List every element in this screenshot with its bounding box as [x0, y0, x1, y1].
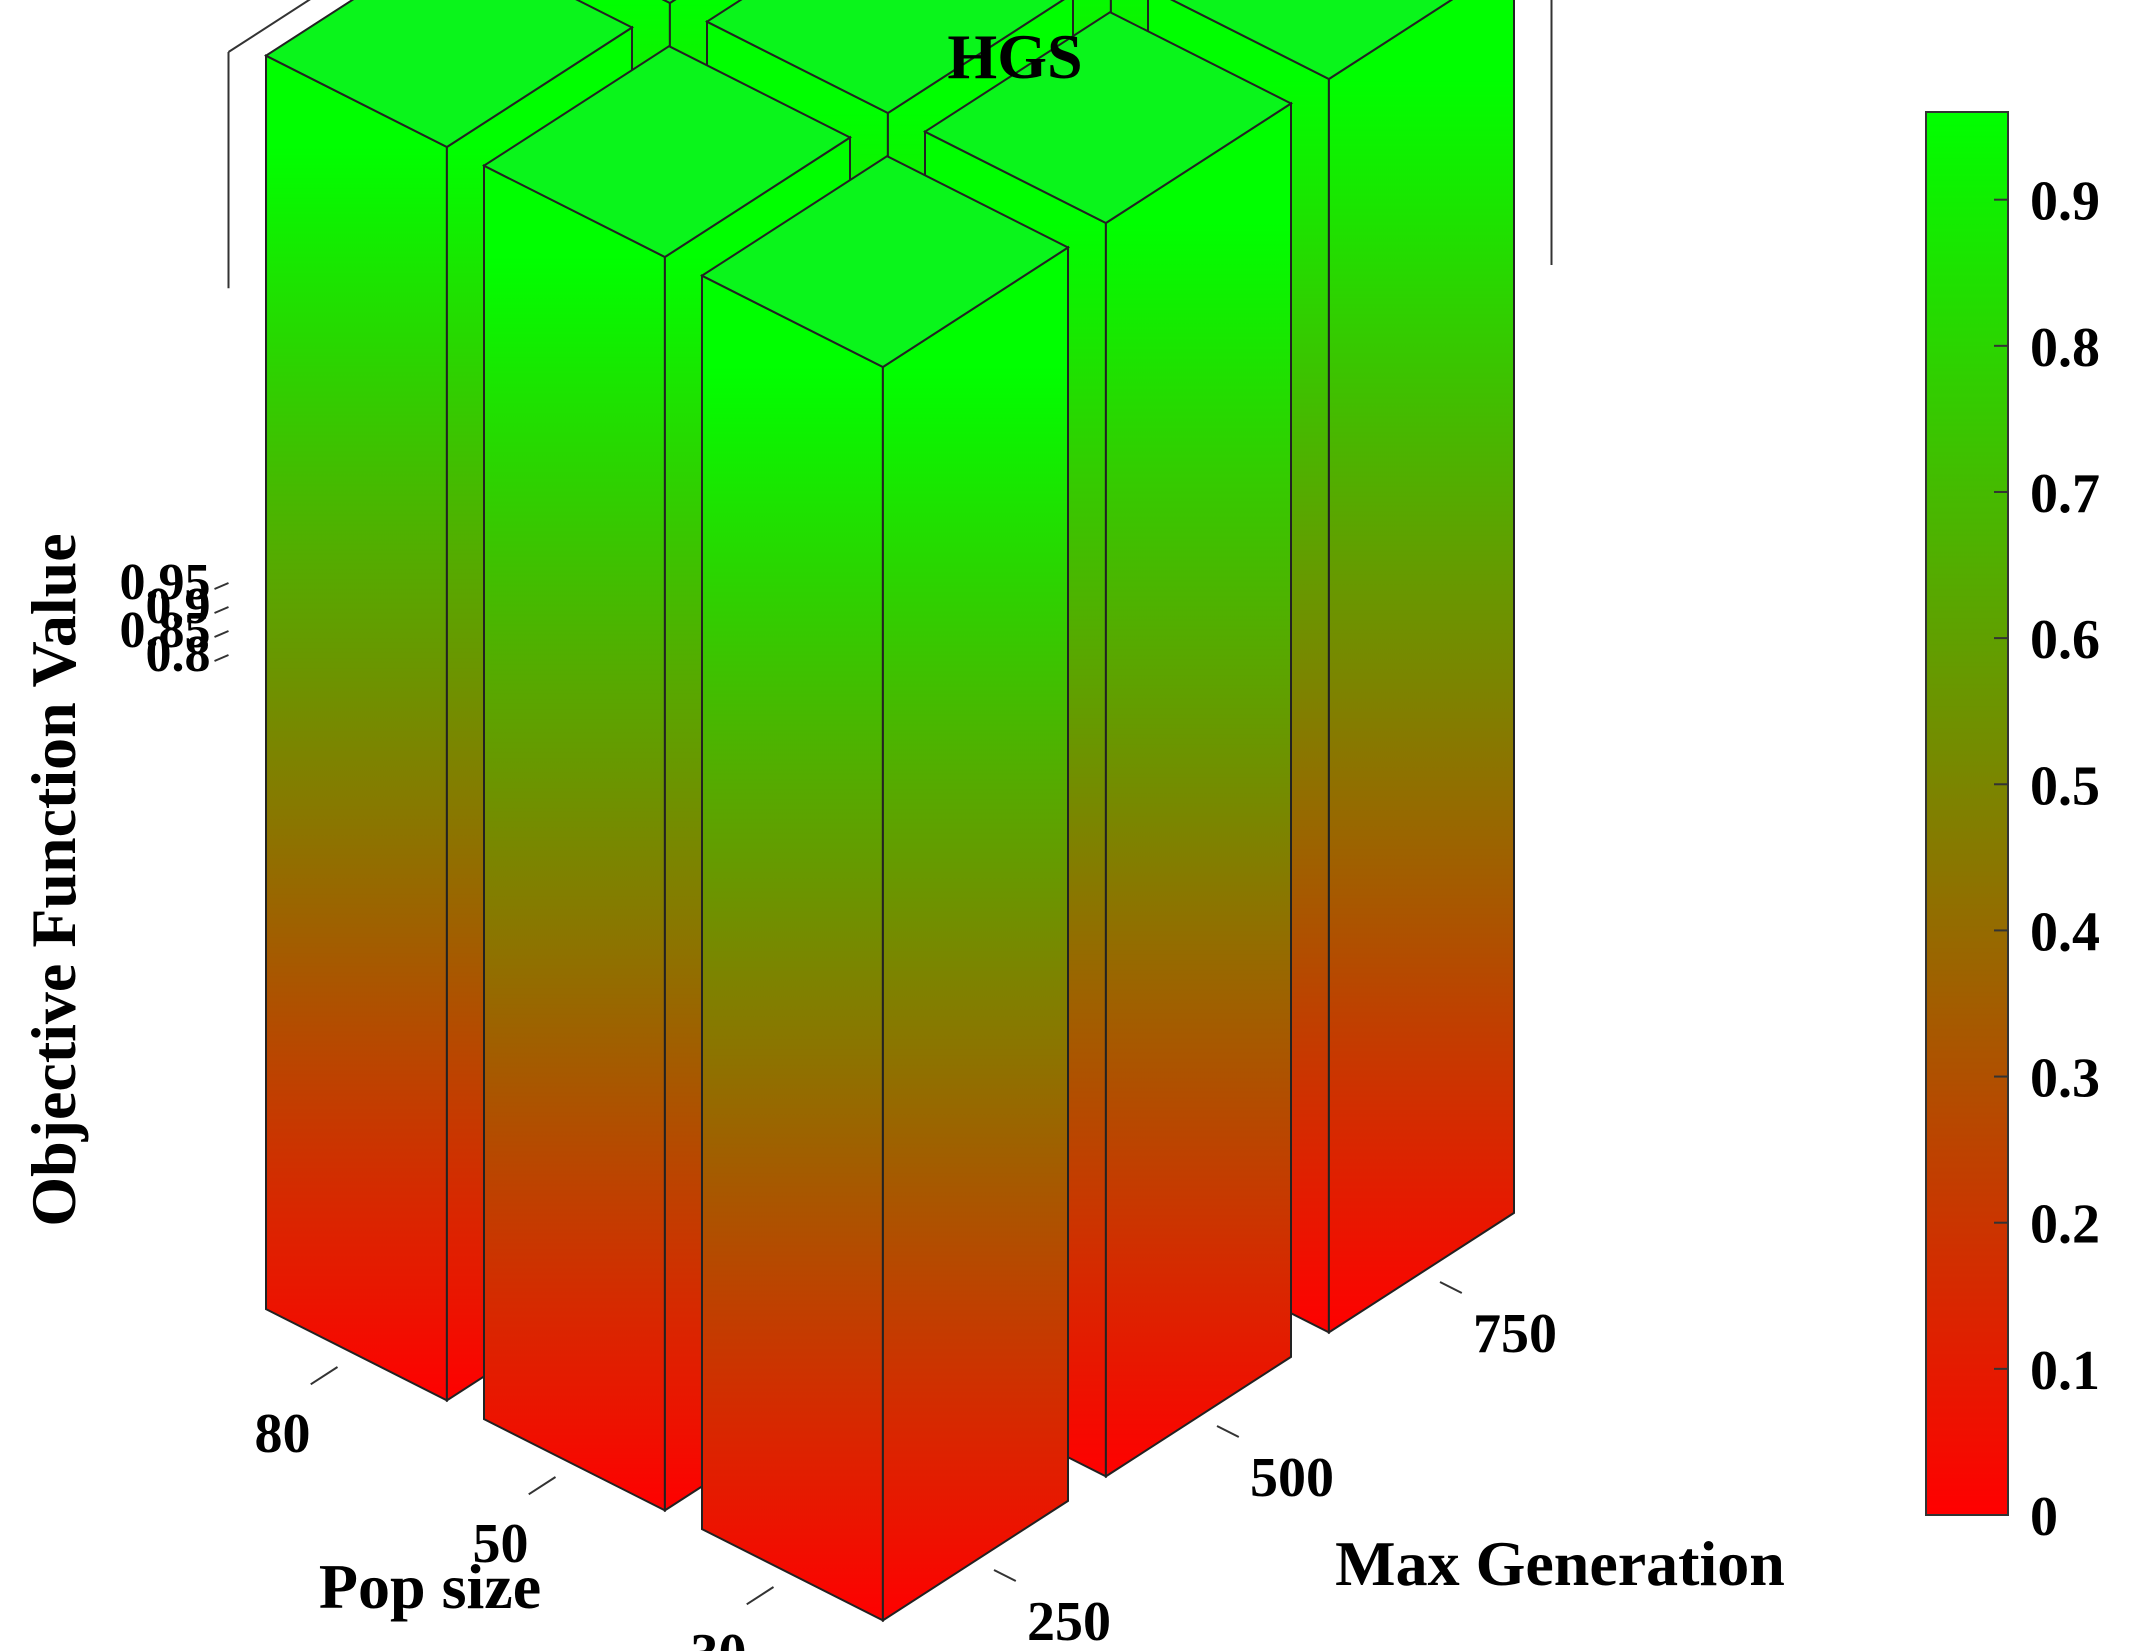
colorbar-tick-label: 0.5: [2030, 755, 2100, 817]
colorbar-tick-label: 0.7: [2030, 463, 2100, 525]
colorbar-tick-label: 0: [2030, 1486, 2058, 1548]
colorbar: 0 0.1 0.2 0.3 0.4 0.5 0.6 0.7 0.8 0.9: [1925, 111, 2100, 1548]
y-tick-mark: [1439, 1281, 1463, 1294]
bar-top-face: [922, 11, 1294, 225]
colorbar-tick-label: 0.3: [2030, 1048, 2100, 1110]
z-tick-label: 0.8: [146, 626, 211, 683]
x-tick-label: 30: [691, 1623, 747, 1651]
bar-right-face: [1327, 0, 1515, 1335]
bar-right-face: [881, 245, 1069, 1623]
colorbar-ticks: 0 0.1 0.2 0.3 0.4 0.5 0.6 0.7 0.8 0.9: [1994, 171, 2100, 1548]
bars-group: [263, 0, 1515, 1623]
z-tick-mark: [214, 606, 229, 614]
colorbar-tick-label: 0.1: [2030, 1340, 2100, 1402]
colorbar-tick-label: 0.2: [2030, 1194, 2100, 1256]
x-tick-label: 80: [255, 1403, 311, 1465]
bar-top-face: [263, 0, 635, 149]
colorbar-tick-label: 0.4: [2030, 901, 2100, 963]
z-tick-mark: [214, 654, 229, 662]
bar-top-face: [699, 155, 1071, 369]
y-tick-mark: [993, 1569, 1017, 1582]
colorbar-tick-label: 0.8: [2030, 317, 2100, 379]
x-tick-label: 50: [473, 1513, 529, 1575]
z-tick-mark: [214, 582, 229, 590]
x-tick-labels: 30 50 80: [255, 1366, 775, 1651]
bar-top-face: [661, 0, 677, 5]
bar-left-face: [265, 54, 448, 1403]
y-tick-label: 750: [1473, 1303, 1557, 1365]
z-tick-label: 0.95: [120, 554, 211, 611]
y-tick-labels: 250 500 750: [993, 1281, 1557, 1651]
x-tick-mark: [310, 1366, 339, 1386]
bar-top-face: [1170, 0, 1454, 81]
bar-top-face: [481, 45, 853, 259]
chart-title: HGS: [947, 21, 1082, 92]
z-tick-label: 0.9: [146, 578, 211, 635]
z-tick-mark: [214, 630, 229, 638]
x-tick-mark: [746, 1586, 775, 1606]
bar-left-face: [483, 164, 666, 1513]
y-axis-label: Max Generation: [1335, 1528, 1785, 1599]
colorbar-tick-label: 0.9: [2030, 171, 2100, 233]
y-tick-mark: [1216, 1425, 1240, 1438]
y-tick-label: 500: [1250, 1447, 1334, 1509]
bar-left-face: [701, 274, 884, 1623]
bar-top-face: [704, 0, 1065, 115]
x-axis-label: Pop size: [319, 1551, 541, 1622]
z-tick-label: 0.85: [120, 602, 211, 659]
y-tick-label: 250: [1027, 1591, 1111, 1651]
x-tick-mark: [528, 1476, 557, 1496]
z-axis-label: Objective Function Value: [18, 533, 89, 1226]
colorbar-tick-label: 0.6: [2030, 609, 2100, 671]
bar-pop30-gen250: [699, 155, 1071, 1623]
bar-right-face: [1104, 101, 1292, 1479]
z-tick-labels: 0.80.850.90.95: [120, 554, 229, 683]
colorbar-gradient: [1925, 111, 2009, 1516]
